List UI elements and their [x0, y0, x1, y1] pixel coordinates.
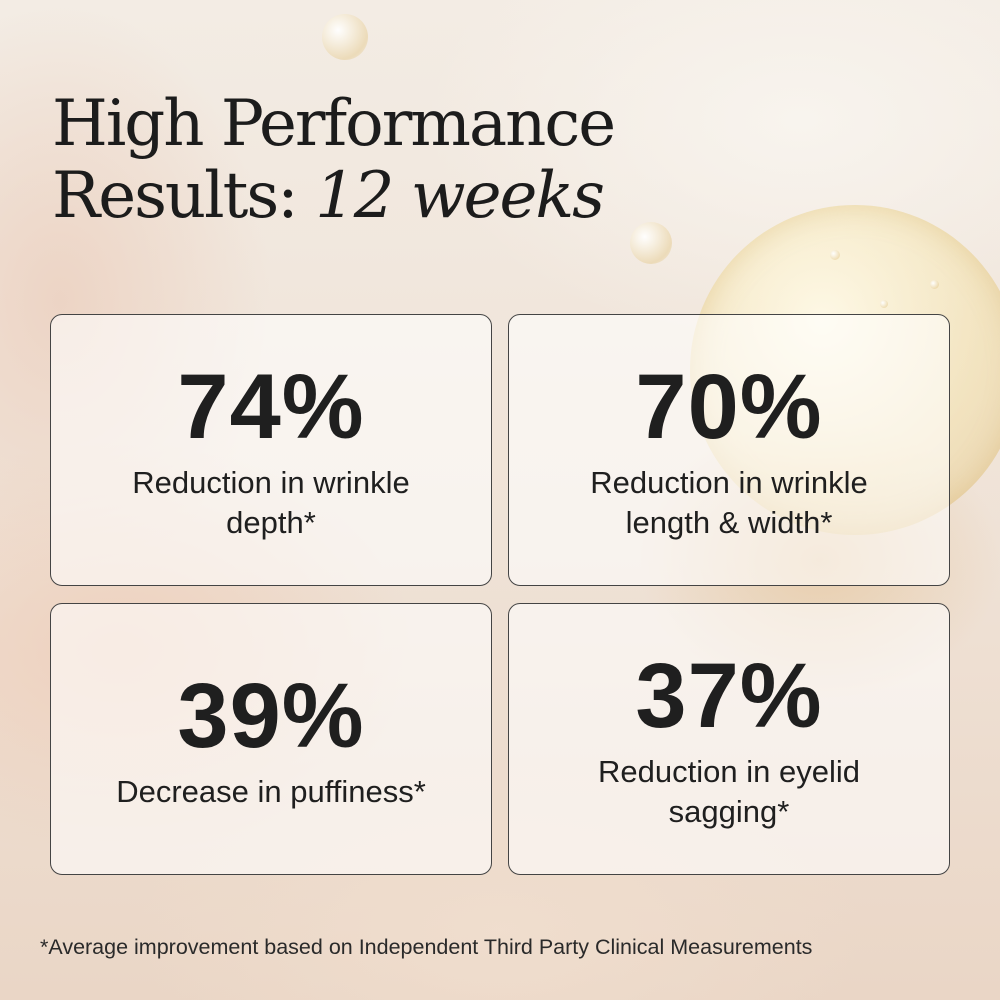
serum-droplet	[830, 250, 840, 260]
result-card-eyelid-sagging: 37% Reduction in eyelid sagging*	[508, 603, 950, 875]
headline-line-2: Results: 12 weeks	[52, 160, 614, 232]
result-value: 70%	[635, 356, 823, 458]
headline: High Performance Results: 12 weeks	[52, 87, 616, 232]
result-description: Reduction in wrinkle depth*	[132, 465, 410, 540]
result-card-wrinkle-length-width: 70% Reduction in wrinkle length & width*	[508, 314, 950, 586]
serum-droplet	[322, 14, 368, 60]
result-description: Reduction in eyelid sagging*	[598, 754, 860, 829]
headline-line-1: High Performance	[52, 87, 616, 161]
result-description: Decrease in puffiness*	[116, 774, 426, 809]
footnote: *Average improvement based on Independen…	[40, 935, 813, 959]
result-value: 74%	[177, 356, 365, 458]
headline-duration: 12 weeks	[315, 159, 605, 233]
serum-droplet	[630, 222, 672, 264]
serum-droplet	[880, 300, 888, 308]
serum-droplet	[930, 280, 939, 289]
result-card-wrinkle-depth: 74% Reduction in wrinkle depth*	[50, 314, 492, 586]
result-description: Reduction in wrinkle length & width*	[590, 465, 868, 540]
headline-prefix: Results:	[52, 159, 316, 233]
result-value: 37%	[635, 645, 823, 747]
result-card-puffiness: 39% Decrease in puffiness*	[50, 603, 492, 875]
result-value: 39%	[177, 665, 365, 767]
